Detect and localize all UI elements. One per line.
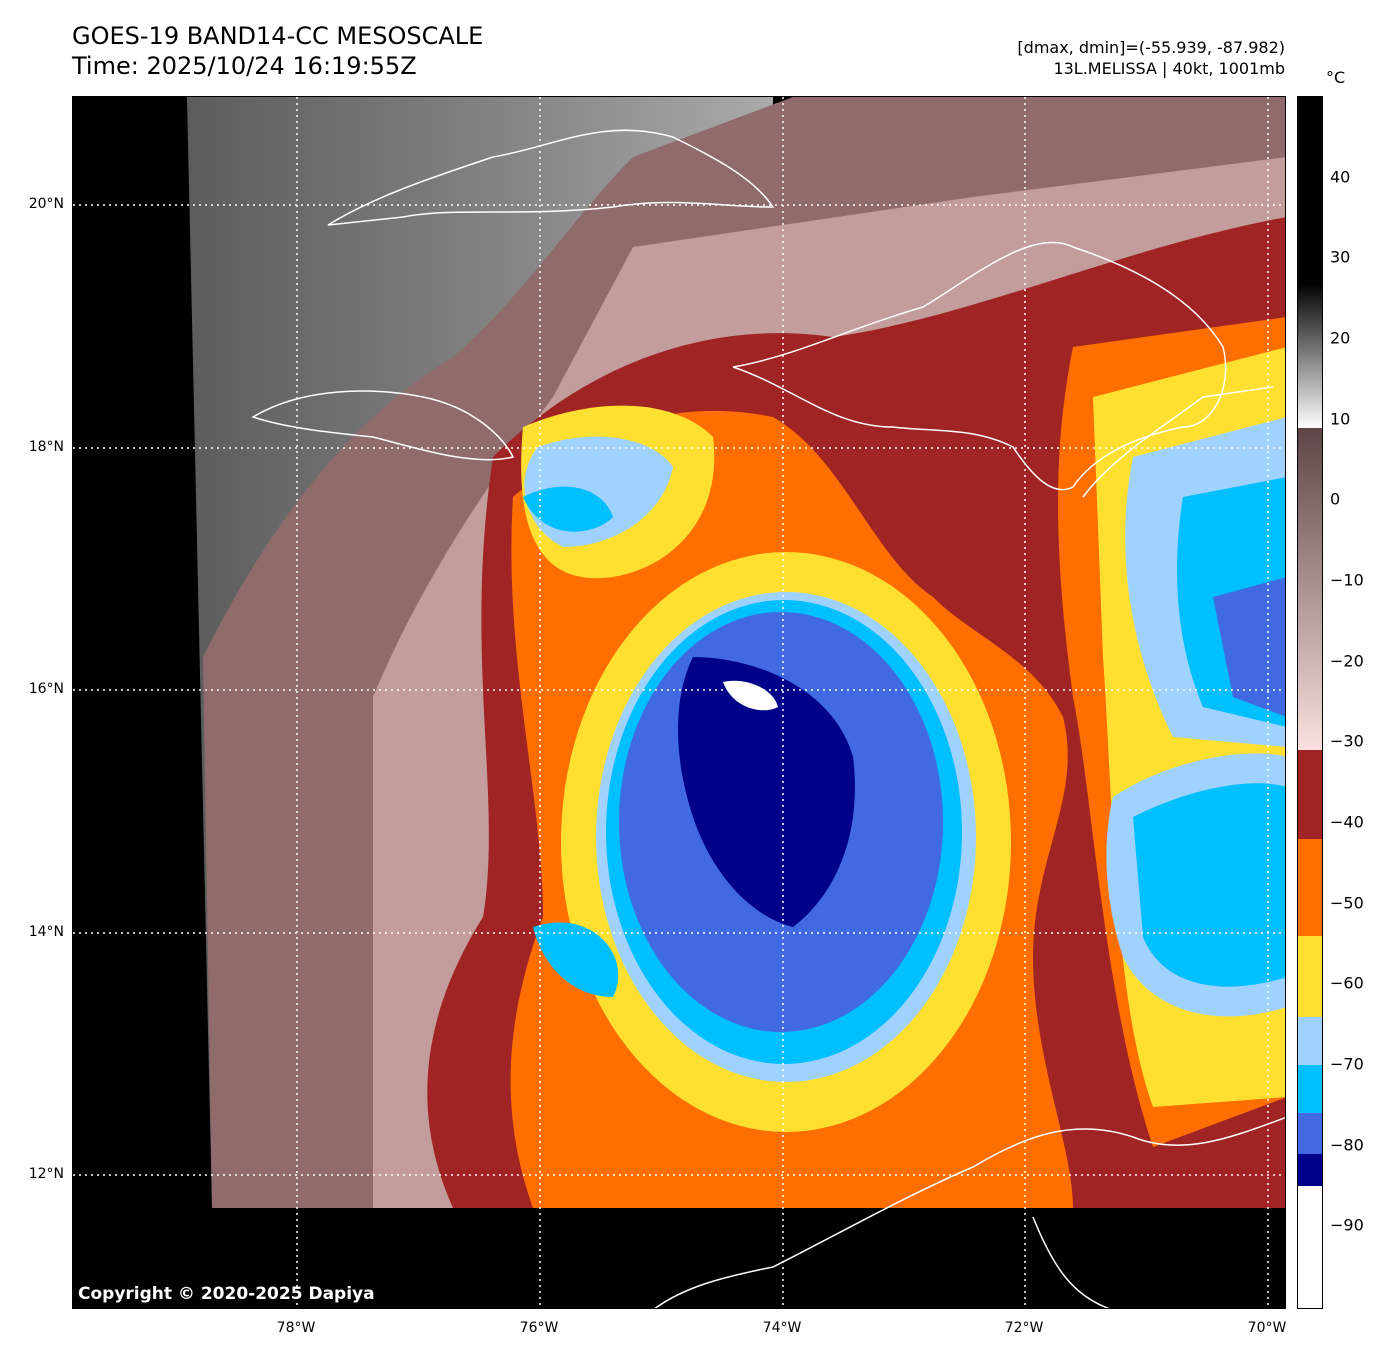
figure-title: GOES-19 BAND14-CC MESOSCALE: [72, 22, 484, 50]
storm-band: [533, 922, 619, 997]
nw-cell-minus76: [523, 486, 613, 532]
colorbar-tick-label: 40: [1330, 167, 1351, 187]
colorbar-tick-label: −10: [1330, 570, 1364, 590]
colorbar-band: [1298, 750, 1322, 840]
east-cell-n-minus81: [1213, 577, 1285, 717]
colorbar-tick-label: −50: [1330, 893, 1364, 913]
lat-label: 12°N: [28, 1166, 64, 1182]
colorbar-tick-label: 10: [1330, 409, 1351, 429]
colorbar-band: [1298, 1065, 1322, 1114]
lon-label: 74°W: [762, 1320, 802, 1336]
storm-core-coldest: [723, 680, 778, 711]
colorbar-band: [1298, 1153, 1322, 1186]
east-cell-s-minus76: [1133, 783, 1285, 987]
colorbar-tick-label: −70: [1330, 1054, 1364, 1074]
colorbar-band: [1298, 282, 1322, 428]
lon-label: 78°W: [276, 1320, 316, 1336]
colorbar-band: [1298, 97, 1322, 283]
colorbar-unit: °C: [1326, 68, 1346, 87]
figure-time: Time: 2025/10/24 16:19:55Z: [72, 52, 417, 80]
colorbar-tick-label: −30: [1330, 731, 1364, 751]
colorbar-tick-label: 20: [1330, 328, 1351, 348]
colorbar-tick-label: −90: [1330, 1215, 1364, 1235]
graticule: [73, 97, 1285, 1308]
colorbar-band: [1298, 1186, 1322, 1307]
satellite-map: [72, 96, 1286, 1309]
colorbar-band: [1298, 427, 1322, 751]
colorbar-tick-label: −40: [1330, 812, 1364, 832]
lat-label: 20°N: [28, 196, 64, 212]
colorbar-tick-label: −20: [1330, 651, 1364, 671]
colorbar: [1297, 96, 1323, 1309]
lat-label: 16°N: [28, 681, 64, 697]
lon-label: 76°W: [519, 1320, 559, 1336]
storm-info: 13L.MELISSA | 40kt, 1001mb: [1053, 59, 1285, 78]
colorbar-band: [1298, 1113, 1322, 1154]
ir-imagery: [73, 97, 1285, 1308]
coastlines: [251, 129, 1285, 1308]
lon-label: 70°W: [1247, 1320, 1287, 1336]
colorbar-band: [1298, 839, 1322, 936]
colorbar-tick-label: −80: [1330, 1135, 1364, 1155]
colorbar-tick-label: 30: [1330, 247, 1351, 267]
lon-label: 72°W: [1004, 1320, 1044, 1336]
colorbar-tick-label: 0: [1330, 489, 1341, 509]
temperature-range: [dmax, dmin]=(-55.939, -87.982): [1017, 38, 1285, 57]
colorbar-tick-label: −60: [1330, 973, 1364, 993]
copyright: Copyright © 2020-2025 Dapiya: [78, 1284, 375, 1304]
colorbar-band: [1298, 935, 1322, 1017]
colorbar-band: [1298, 1016, 1322, 1065]
lat-label: 14°N: [28, 924, 64, 940]
storm-core-minus85: [678, 657, 855, 927]
lat-label: 18°N: [28, 439, 64, 455]
